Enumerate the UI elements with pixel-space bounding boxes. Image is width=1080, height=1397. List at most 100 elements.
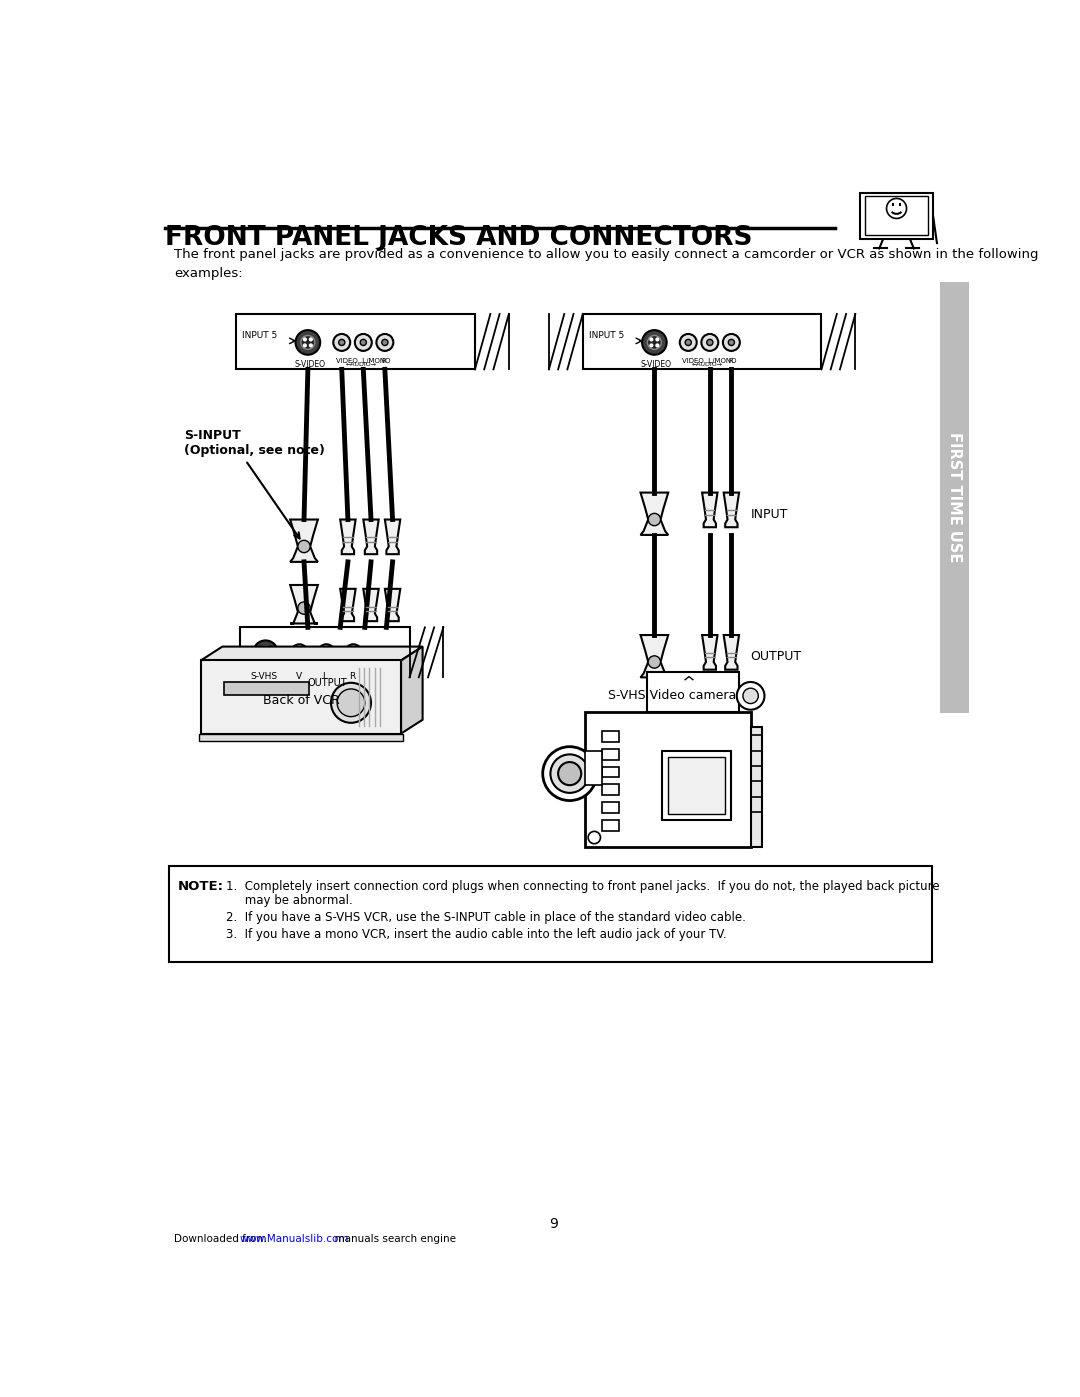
Text: L: L [323,672,327,680]
Bar [602,749,619,760]
Text: FIRST TIME USE: FIRST TIME USE [947,432,962,563]
Bar [865,196,929,235]
Polygon shape [640,636,669,678]
Bar [647,672,739,712]
Bar [585,750,602,785]
Circle shape [728,339,734,345]
Text: ←AUDIO→: ←AUDIO→ [692,362,724,367]
Circle shape [337,689,365,717]
Text: S-VHS Video camera: S-VHS Video camera [608,689,737,701]
Polygon shape [363,520,379,555]
Bar [940,282,970,712]
Text: S-VIDEO: S-VIDEO [294,360,325,369]
Circle shape [382,339,388,345]
Text: VIDEO  L/MONO: VIDEO L/MONO [336,358,390,363]
Text: 3.  If you have a mono VCR, insert the audio cable into the left audio jack of y: 3. If you have a mono VCR, insert the au… [226,928,727,940]
Bar [240,627,409,678]
Text: INPUT 5: INPUT 5 [589,331,624,339]
Bar [751,728,762,847]
Circle shape [267,648,270,651]
Text: OUTPUT: OUTPUT [307,678,347,689]
Circle shape [253,640,278,665]
Circle shape [648,513,661,525]
Bar [585,712,751,847]
Circle shape [701,334,718,351]
Bar [602,820,619,831]
Circle shape [291,644,308,661]
Text: V: V [296,672,301,680]
Text: www.Manualslib.com: www.Manualslib.com [240,1234,349,1245]
Circle shape [706,339,713,345]
Polygon shape [291,520,318,562]
Polygon shape [201,647,422,661]
Circle shape [589,831,600,844]
Text: VIDEO  L/MONO: VIDEO L/MONO [683,358,737,363]
Text: S-VHS: S-VHS [251,672,278,680]
Bar [224,682,309,696]
Polygon shape [702,493,717,527]
Bar [860,193,933,239]
Polygon shape [340,520,355,555]
Polygon shape [702,636,717,669]
Circle shape [298,602,310,615]
Text: INPUT 5: INPUT 5 [242,331,278,339]
Text: 9: 9 [549,1217,558,1231]
Bar [602,784,619,795]
Bar [201,661,401,733]
Polygon shape [640,493,669,535]
Circle shape [318,644,335,661]
Circle shape [334,334,350,351]
Text: NOTE:: NOTE: [178,880,224,893]
Circle shape [656,338,659,341]
Bar [583,314,822,369]
Text: Back of VCR: Back of VCR [264,694,340,707]
Circle shape [330,683,372,722]
Bar [237,314,475,369]
Circle shape [310,344,312,346]
Circle shape [743,689,758,704]
Circle shape [296,650,302,655]
Text: INPUT: INPUT [751,509,788,521]
Circle shape [723,334,740,351]
Bar [602,802,619,813]
Polygon shape [384,520,401,555]
Circle shape [310,338,312,341]
Text: may be abnormal.: may be abnormal. [226,894,353,907]
Circle shape [261,654,264,657]
Text: The front panel jacks are provided as a convenience to allow you to easily conne: The front panel jacks are provided as a … [174,249,1038,281]
Circle shape [303,338,307,341]
Text: ←AUDIO→: ←AUDIO→ [346,362,377,367]
Circle shape [296,330,320,355]
Circle shape [558,763,581,785]
Text: 2.  If you have a S-VHS VCR, use the S-INPUT cable in place of the standard vide: 2. If you have a S-VHS VCR, use the S-IN… [226,911,746,923]
Text: S-VIDEO: S-VIDEO [640,360,672,369]
Circle shape [737,682,765,710]
Circle shape [361,339,366,345]
Polygon shape [724,636,739,669]
Circle shape [679,334,697,351]
Circle shape [648,655,661,668]
Bar [662,750,731,820]
Text: S-INPUT
(Optional, see note): S-INPUT (Optional, see note) [184,429,325,457]
Bar [602,731,619,742]
Circle shape [345,644,362,661]
Text: OUTPUT: OUTPUT [751,651,801,664]
Circle shape [355,334,372,351]
Circle shape [267,654,270,657]
Circle shape [323,650,329,655]
Polygon shape [363,588,379,622]
Polygon shape [724,493,739,527]
Bar [199,733,403,742]
Text: R: R [350,672,355,680]
Text: R: R [382,358,387,363]
Polygon shape [291,585,318,623]
Circle shape [543,746,596,800]
Bar [168,866,932,963]
Circle shape [650,344,652,346]
Circle shape [656,344,659,346]
Circle shape [258,645,272,659]
Text: Downloaded from: Downloaded from [174,1234,270,1245]
Circle shape [298,541,310,553]
Circle shape [551,754,589,793]
Text: FRONT PANEL JACKS AND CONNECTORS: FRONT PANEL JACKS AND CONNECTORS [164,225,752,251]
